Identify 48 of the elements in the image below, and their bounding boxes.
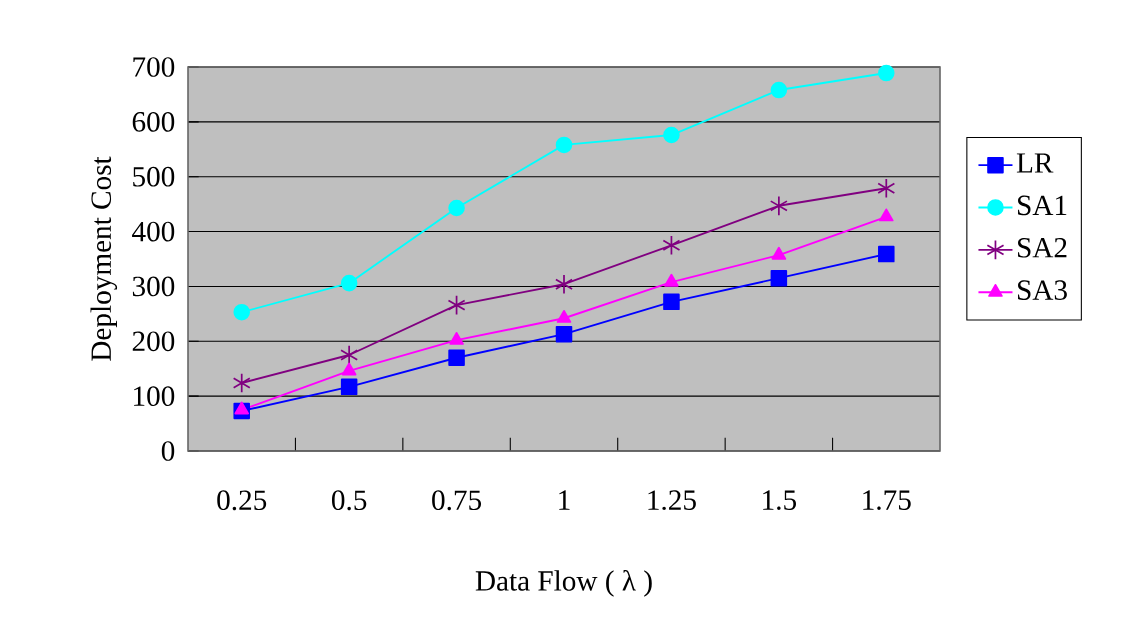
point	[449, 331, 464, 345]
point	[664, 273, 679, 287]
x-tick-label: 1.75	[863, 490, 911, 511]
legend-label: SA2	[1018, 237, 1067, 258]
point	[770, 81, 788, 99]
point	[448, 199, 465, 217]
legend-label: SA1	[1018, 195, 1067, 216]
y-tick-label: 200	[132, 331, 175, 352]
point	[341, 362, 357, 376]
x-tick-label: 1.25	[648, 490, 696, 511]
point	[448, 349, 465, 367]
point	[555, 274, 573, 295]
y-tick-label: 700	[133, 57, 175, 77]
y-tick-label: 400	[132, 221, 175, 242]
y-tick-label: 500	[133, 166, 175, 187]
point	[234, 401, 249, 415]
point	[663, 126, 680, 144]
y-tick-label: 300	[132, 276, 175, 297]
point	[878, 64, 895, 82]
x-axis-title: Data Flow ( λ )	[475, 569, 652, 597]
legend-label: SA3	[1018, 280, 1067, 300]
point	[555, 136, 573, 154]
point	[878, 245, 895, 263]
y-tick-label: 600	[132, 112, 175, 132]
legend-label: LR	[1016, 153, 1054, 173]
point	[556, 309, 572, 323]
x-tick-label: 0.25	[217, 490, 267, 511]
x-tick-label: 1	[559, 490, 570, 510]
y-axis-title: Deployment Cost	[90, 156, 118, 361]
point	[877, 178, 896, 199]
y-tick-label: 0	[161, 441, 175, 461]
point	[662, 235, 681, 256]
point	[663, 293, 680, 311]
point	[340, 274, 358, 292]
point	[232, 372, 251, 394]
point	[879, 208, 894, 222]
point	[340, 378, 358, 396]
point	[233, 303, 250, 321]
point	[447, 294, 466, 316]
point	[555, 325, 573, 343]
y-tick-label: 100	[134, 386, 175, 407]
point	[769, 195, 788, 216]
x-tick-label: 0.75	[432, 490, 482, 511]
x-tick-label: 1.5	[763, 490, 796, 511]
point	[771, 246, 787, 260]
x-tick-label: 0.5	[331, 490, 367, 511]
point	[340, 344, 359, 366]
point	[770, 269, 788, 287]
